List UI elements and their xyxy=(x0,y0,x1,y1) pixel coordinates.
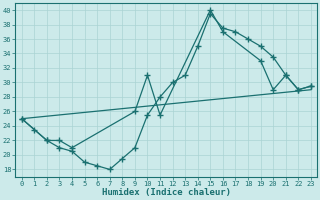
X-axis label: Humidex (Indice chaleur): Humidex (Indice chaleur) xyxy=(102,188,231,197)
